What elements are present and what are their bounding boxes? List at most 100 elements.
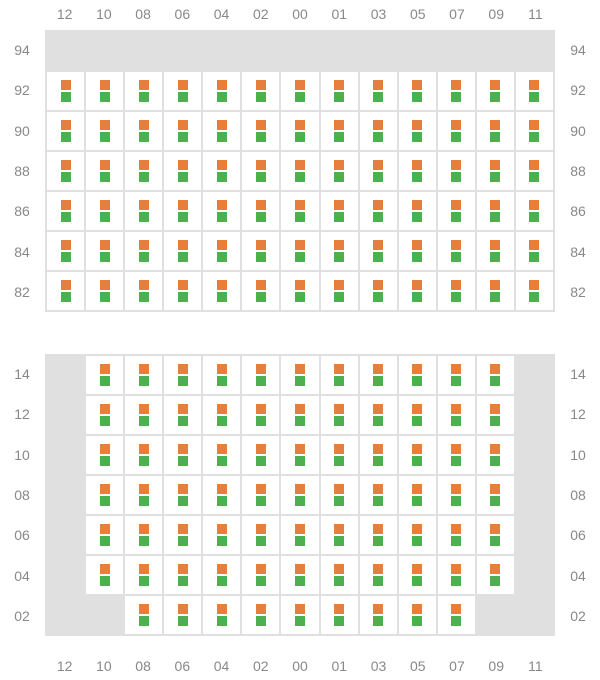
node-slot[interactable] (242, 516, 279, 554)
node-slot[interactable] (321, 232, 358, 270)
node-slot[interactable] (164, 476, 201, 514)
node-slot[interactable] (47, 152, 84, 190)
node-slot[interactable] (281, 396, 318, 434)
node-slot[interactable] (321, 152, 358, 190)
node-slot[interactable] (281, 192, 318, 230)
node-slot[interactable] (242, 72, 279, 110)
node-slot[interactable] (477, 192, 514, 230)
node-slot[interactable] (321, 112, 358, 150)
node-slot[interactable] (399, 112, 436, 150)
node-slot[interactable] (438, 476, 475, 514)
node-slot[interactable] (203, 112, 240, 150)
node-slot[interactable] (399, 152, 436, 190)
node-slot[interactable] (47, 272, 84, 310)
node-slot[interactable] (438, 436, 475, 474)
node-slot[interactable] (125, 192, 162, 230)
node-slot[interactable] (125, 112, 162, 150)
node-slot[interactable] (477, 516, 514, 554)
node-slot[interactable] (203, 192, 240, 230)
node-slot[interactable] (281, 556, 318, 594)
node-slot[interactable] (516, 272, 553, 310)
node-slot[interactable] (203, 72, 240, 110)
node-slot[interactable] (164, 152, 201, 190)
node-slot[interactable] (86, 556, 123, 594)
node-slot[interactable] (438, 516, 475, 554)
node-slot[interactable] (399, 596, 436, 634)
node-slot[interactable] (477, 152, 514, 190)
node-slot[interactable] (321, 396, 358, 434)
node-slot[interactable] (125, 152, 162, 190)
node-slot[interactable] (321, 192, 358, 230)
node-slot[interactable] (242, 396, 279, 434)
node-slot[interactable] (438, 72, 475, 110)
node-slot[interactable] (360, 436, 397, 474)
node-slot[interactable] (321, 516, 358, 554)
node-slot[interactable] (399, 72, 436, 110)
node-slot[interactable] (360, 556, 397, 594)
node-slot[interactable] (477, 356, 514, 394)
node-slot[interactable] (516, 152, 553, 190)
node-slot[interactable] (125, 72, 162, 110)
node-slot[interactable] (242, 272, 279, 310)
node-slot[interactable] (86, 476, 123, 514)
node-slot[interactable] (242, 192, 279, 230)
node-slot[interactable] (164, 272, 201, 310)
node-slot[interactable] (281, 152, 318, 190)
node-slot[interactable] (86, 272, 123, 310)
node-slot[interactable] (321, 356, 358, 394)
node-slot[interactable] (281, 232, 318, 270)
node-slot[interactable] (125, 272, 162, 310)
node-slot[interactable] (164, 112, 201, 150)
node-slot[interactable] (125, 476, 162, 514)
node-slot[interactable] (516, 232, 553, 270)
node-slot[interactable] (125, 556, 162, 594)
node-slot[interactable] (242, 152, 279, 190)
node-slot[interactable] (321, 272, 358, 310)
node-slot[interactable] (477, 476, 514, 514)
node-slot[interactable] (516, 72, 553, 110)
node-slot[interactable] (321, 596, 358, 634)
node-slot[interactable] (438, 152, 475, 190)
node-slot[interactable] (438, 596, 475, 634)
node-slot[interactable] (477, 72, 514, 110)
node-slot[interactable] (164, 232, 201, 270)
node-slot[interactable] (242, 232, 279, 270)
node-slot[interactable] (86, 436, 123, 474)
node-slot[interactable] (47, 112, 84, 150)
node-slot[interactable] (86, 396, 123, 434)
node-slot[interactable] (242, 596, 279, 634)
node-slot[interactable] (164, 72, 201, 110)
node-slot[interactable] (281, 356, 318, 394)
node-slot[interactable] (281, 516, 318, 554)
node-slot[interactable] (360, 152, 397, 190)
node-slot[interactable] (164, 596, 201, 634)
node-slot[interactable] (399, 476, 436, 514)
node-slot[interactable] (399, 556, 436, 594)
node-slot[interactable] (477, 272, 514, 310)
node-slot[interactable] (86, 72, 123, 110)
node-slot[interactable] (47, 72, 84, 110)
node-slot[interactable] (125, 356, 162, 394)
node-slot[interactable] (281, 476, 318, 514)
node-slot[interactable] (203, 232, 240, 270)
node-slot[interactable] (438, 112, 475, 150)
node-slot[interactable] (86, 516, 123, 554)
node-slot[interactable] (164, 556, 201, 594)
node-slot[interactable] (360, 72, 397, 110)
node-slot[interactable] (321, 436, 358, 474)
node-slot[interactable] (477, 112, 514, 150)
node-slot[interactable] (242, 112, 279, 150)
node-slot[interactable] (242, 556, 279, 594)
node-slot[interactable] (438, 232, 475, 270)
node-slot[interactable] (438, 556, 475, 594)
node-slot[interactable] (360, 272, 397, 310)
node-slot[interactable] (203, 436, 240, 474)
node-slot[interactable] (321, 72, 358, 110)
node-slot[interactable] (86, 152, 123, 190)
node-slot[interactable] (360, 112, 397, 150)
node-slot[interactable] (242, 436, 279, 474)
node-slot[interactable] (360, 192, 397, 230)
node-slot[interactable] (86, 112, 123, 150)
node-slot[interactable] (516, 112, 553, 150)
node-slot[interactable] (360, 396, 397, 434)
